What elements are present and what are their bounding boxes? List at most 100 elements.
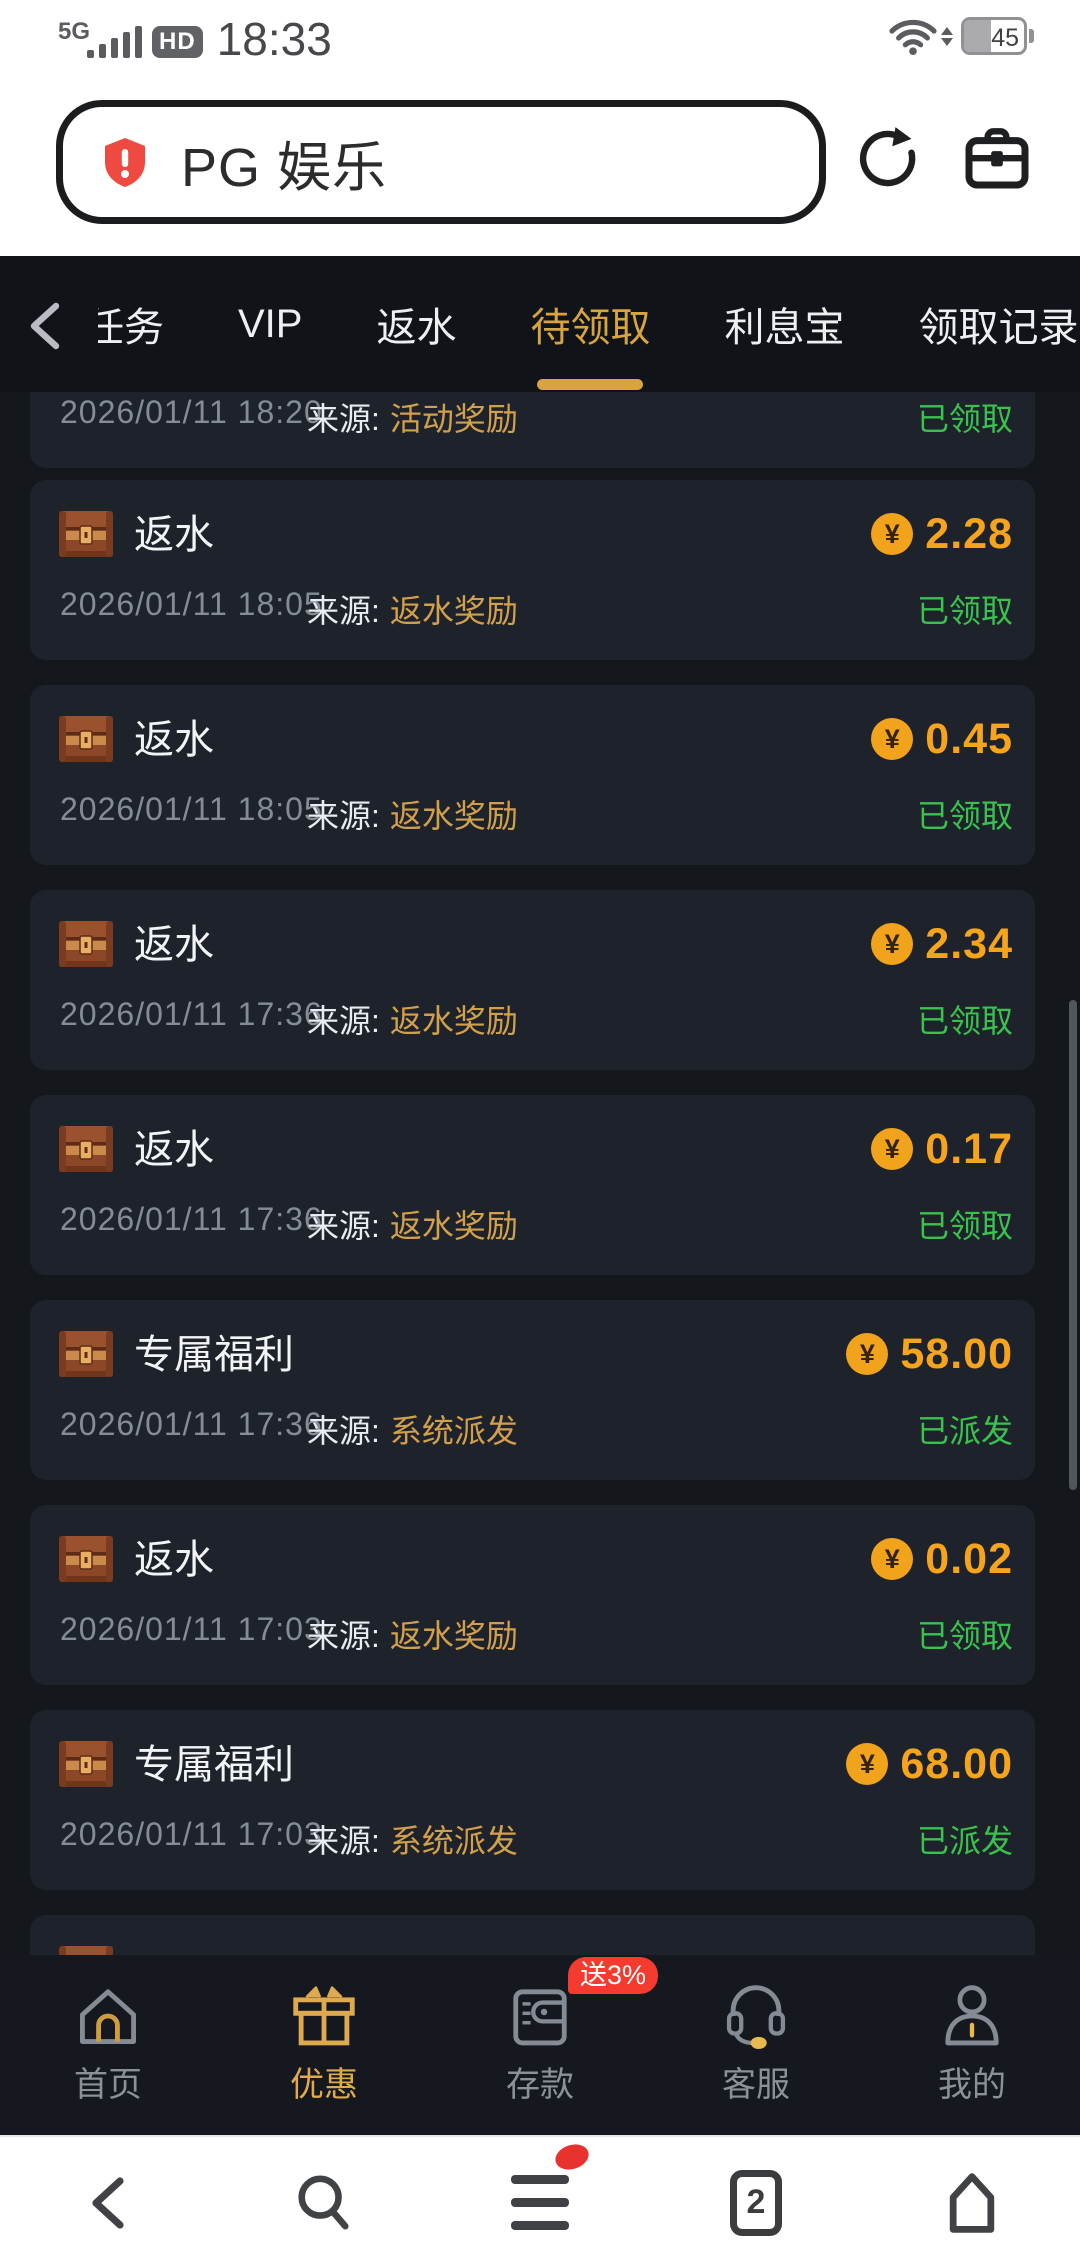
back-chevron-icon — [92, 2176, 124, 2229]
reward-amount-value: 0.17 — [925, 1124, 1013, 1173]
tab-fanshui[interactable]: 返水 — [376, 306, 457, 350]
reward-card[interactable]: 专属福利 ¥ 58.00 2026/01/11 17:36 来源: 系统派发 已派… — [30, 1300, 1035, 1480]
coin-icon: ¥ — [871, 1128, 914, 1170]
reward-card[interactable]: 返水 ¥ 0.17 2026/01/11 17:36 来源: 返水奖励 已领取 — [30, 1095, 1035, 1275]
tab-count: 2 — [746, 2183, 766, 2221]
reward-status-badge: 已领取 — [916, 593, 1013, 629]
network-type-label: 5G — [58, 18, 91, 45]
nav-item-support[interactable]: 客服 — [648, 1955, 864, 2135]
toolbox-button[interactable] — [962, 122, 1032, 195]
hd-badge: HD — [152, 26, 203, 58]
status-bar: 5G HD 18:33 45 — [0, 0, 1080, 70]
reward-card[interactable]: 专属福利 ¥ 68.00 2026/01/11 17:03 来源: 系统派发 已派… — [30, 1710, 1035, 1890]
reward-amount-value: 58.00 — [900, 1329, 1013, 1378]
page-title: PG 娱乐 — [181, 137, 388, 198]
currency-symbol: ¥ — [884, 723, 900, 754]
reward-card[interactable] — [30, 1915, 1035, 1955]
reward-amount: ¥ 2.34 — [871, 918, 1013, 970]
reward-card[interactable]: 2026/01/11 18:20 来源: 活动奖励 已领取 — [30, 392, 1035, 468]
reward-amount-value: 2.28 — [925, 509, 1013, 558]
system-home-button[interactable] — [864, 2137, 1080, 2268]
category-tab-bar: 任务 VIP 返水 待领取 利息宝 领取记录 — [0, 256, 1080, 392]
tab-vip[interactable]: VIP — [238, 301, 303, 346]
reward-amount: ¥ 68.00 — [846, 1738, 1013, 1790]
data-traffic-arrows-icon — [941, 26, 953, 46]
wifi-icon — [889, 19, 937, 55]
address-bar[interactable]: PG 娱乐 — [56, 100, 826, 224]
system-tabs-button[interactable]: 2 — [648, 2137, 864, 2268]
home-icon — [73, 1981, 143, 2051]
reward-date: 2026/01/11 17:36 — [60, 1406, 323, 1442]
reward-amount: ¥ 2.28 — [871, 508, 1013, 560]
coin-icon: ¥ — [871, 923, 914, 965]
reward-source: 来源: 系统派发 — [307, 1816, 518, 1862]
system-menu-button[interactable] — [432, 2137, 648, 2268]
reward-amount-value: 0.02 — [925, 1534, 1013, 1583]
system-back-button[interactable] — [0, 2137, 216, 2268]
status-time: 18:33 — [216, 13, 332, 65]
currency-symbol: ¥ — [884, 928, 900, 959]
reward-card[interactable]: 返水 ¥ 2.28 2026/01/11 18:05 来源: 返水奖励 已领取 — [30, 480, 1035, 660]
reward-title: 专属福利 — [134, 1333, 294, 1377]
wallet-icon — [505, 1981, 575, 2051]
reward-source: 来源: 返水奖励 — [307, 1201, 518, 1247]
coin-icon: ¥ — [871, 513, 914, 555]
tab-renwu[interactable]: 任务 — [98, 306, 164, 350]
deposit-bonus-badge: 送3% — [568, 1957, 659, 1994]
reward-amount: ¥ 0.02 — [871, 1533, 1013, 1585]
nav-item-deposit[interactable]: 送3% 存款 — [432, 1955, 659, 2135]
reward-status-badge: 已派发 — [916, 1823, 1013, 1859]
source-prefix-label: 来源: — [307, 401, 380, 437]
user-icon — [937, 1981, 1007, 2051]
reward-status-badge: 已领取 — [916, 798, 1013, 834]
reward-title: 返水 — [134, 1128, 214, 1172]
tab-scroller: 任务 VIP 返水 待领取 利息宝 领取记录 — [98, 256, 1080, 392]
treasure-chest-icon — [58, 713, 114, 765]
nav-label: 客服 — [722, 2066, 790, 2104]
source-value: 返水奖励 — [389, 798, 518, 834]
search-icon — [298, 2174, 349, 2230]
reward-source: 来源: 系统派发 — [307, 1406, 518, 1452]
tab-lixibao[interactable]: 利息宝 — [724, 306, 845, 350]
treasure-chest-icon — [58, 508, 114, 560]
reward-date: 2026/01/11 17:03 — [60, 1611, 323, 1647]
app-bottom-nav: 首页 优惠 送3% — [0, 1955, 1080, 2135]
currency-symbol: ¥ — [884, 1133, 900, 1164]
nav-item-promotions[interactable]: 优惠 — [216, 1955, 432, 2135]
tab-lingqujilu[interactable]: 领取记录 — [918, 306, 1079, 350]
source-prefix-label: 来源: — [307, 1618, 380, 1654]
battery-percent: 45 — [991, 24, 1019, 52]
status-right-group: 45 — [889, 16, 1034, 56]
reward-card[interactable]: 返水 ¥ 0.45 2026/01/11 18:05 来源: 返水奖励 已领取 — [30, 685, 1035, 865]
reward-status-badge: 已领取 — [916, 1003, 1013, 1039]
reward-source: 来源: 活动奖励 — [307, 394, 518, 440]
reward-amount: ¥ 58.00 — [846, 1328, 1013, 1380]
refresh-button[interactable] — [856, 125, 920, 192]
coin-icon: ¥ — [871, 1538, 914, 1580]
treasure-chest-icon — [58, 1533, 114, 1585]
reward-card[interactable]: 返水 ¥ 2.34 2026/01/11 17:36 来源: 返水奖励 已领取 — [30, 890, 1035, 1070]
system-search-button[interactable] — [216, 2137, 432, 2268]
nav-label: 首页 — [74, 2066, 142, 2104]
system-nav-bar: 2 — [0, 2135, 1080, 2268]
treasure-chest-icon — [58, 918, 114, 970]
reward-amount-value: 68.00 — [900, 1739, 1013, 1788]
reward-title: 返水 — [134, 923, 214, 967]
source-value: 返水奖励 — [389, 1003, 518, 1039]
nav-item-profile[interactable]: 我的 — [864, 1955, 1080, 2135]
coin-icon: ¥ — [871, 718, 914, 760]
nav-item-home[interactable]: 首页 — [0, 1955, 216, 2135]
reward-record-list: 2026/01/11 18:20 来源: 活动奖励 已领取 返 — [0, 392, 1080, 1955]
scrollbar-thumb[interactable] — [1069, 1000, 1077, 1490]
source-prefix-label: 来源: — [307, 593, 380, 629]
reward-card[interactable]: 返水 ¥ 0.02 2026/01/11 17:03 来源: 返水奖励 已领取 — [30, 1505, 1035, 1685]
battery-fill — [964, 20, 991, 52]
chevron-left-icon[interactable] — [28, 302, 62, 350]
reward-source: 来源: 返水奖励 — [307, 586, 518, 632]
tab-dailingqu[interactable]: 待领取 — [530, 256, 650, 392]
headset-icon — [721, 1981, 791, 2051]
treasure-chest-icon — [58, 1328, 114, 1380]
source-value: 活动奖励 — [389, 401, 518, 437]
reward-date: 2026/01/11 17:03 — [60, 1816, 323, 1852]
